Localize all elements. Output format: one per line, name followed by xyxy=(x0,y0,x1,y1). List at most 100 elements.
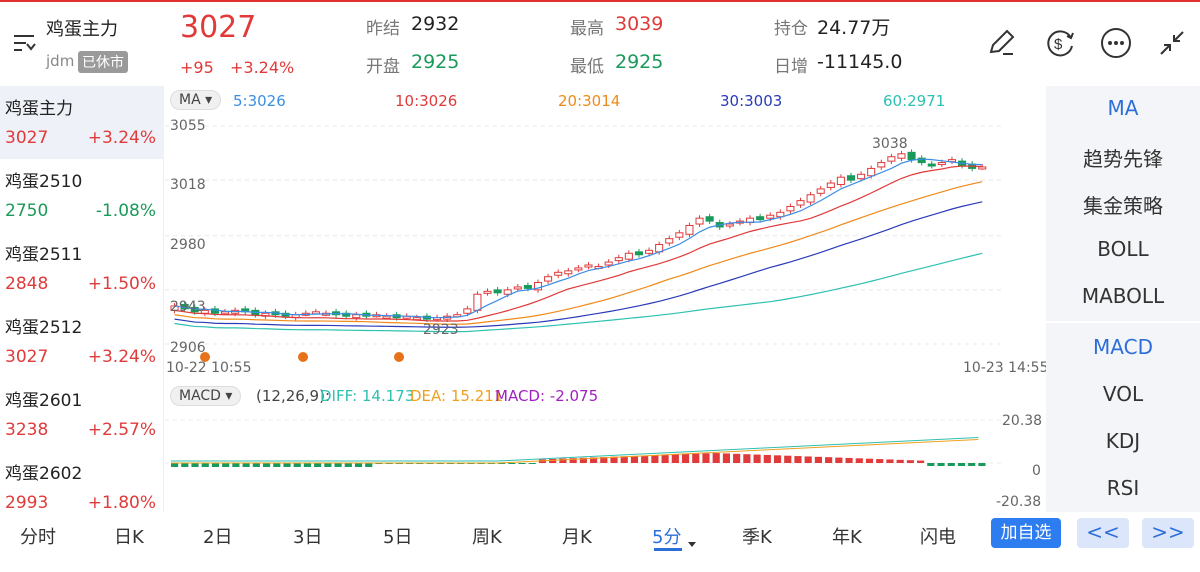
macd-bar xyxy=(590,457,598,463)
candle-body xyxy=(877,162,886,168)
macd-bar xyxy=(303,463,312,467)
macd-bar xyxy=(794,456,802,463)
min-price-label: 2923 xyxy=(423,322,459,338)
macd-y-zero: 0 xyxy=(1032,463,1041,479)
stat-label: 持仓 xyxy=(774,19,808,39)
indicator-vol[interactable]: VOL xyxy=(1102,382,1144,406)
macd-bar xyxy=(569,458,577,463)
event-dot xyxy=(394,352,404,362)
contract-item[interactable]: 鸡蛋2601 3238 +2.57% xyxy=(0,378,164,451)
tab-quarter[interactable]: 季K xyxy=(742,527,772,548)
pencil-icon[interactable] xyxy=(985,26,1019,60)
macd-bar xyxy=(927,463,935,466)
tab-week[interactable]: 周K xyxy=(472,527,502,548)
event-dot xyxy=(200,352,210,362)
macd-bar xyxy=(211,463,220,467)
macd-bar xyxy=(293,463,301,467)
tab-5day[interactable]: 5日 xyxy=(383,527,413,548)
indicator-label: MACD xyxy=(179,388,221,404)
contract-pct: +2.57% xyxy=(87,420,156,440)
y-tick: 3055 xyxy=(170,118,206,134)
more-dots-icon[interactable] xyxy=(1099,26,1133,60)
macd-bar xyxy=(201,463,209,467)
tab-day[interactable]: 日K xyxy=(114,527,144,548)
y-tick: 2943 xyxy=(170,299,206,315)
candlestick-chart[interactable] xyxy=(165,112,1045,374)
macd-bar xyxy=(773,455,782,463)
candle-body xyxy=(897,153,906,159)
menu-icon[interactable] xyxy=(12,32,38,54)
sub-indicator-selector[interactable]: MACD ▾ xyxy=(170,386,242,406)
contract-item[interactable]: 鸡蛋2511 2848 +1.50% xyxy=(0,232,164,305)
macd-bar xyxy=(600,457,608,463)
candle-body xyxy=(846,175,856,181)
tab-flash[interactable]: 闪电 xyxy=(920,527,956,548)
candle-body xyxy=(634,251,644,256)
contract-name: 鸡蛋2602 xyxy=(5,464,83,484)
price-change-pct: +3.24% xyxy=(230,58,295,77)
macd-bar xyxy=(283,463,291,467)
macd-value: MACD: -2.075 xyxy=(495,387,599,405)
indicator-jijin[interactable]: 集金策略 xyxy=(1083,194,1163,218)
indicator-boll[interactable]: BOLL xyxy=(1097,237,1149,261)
contract-item[interactable]: 鸡蛋2510 2750 -1.08% xyxy=(0,159,164,232)
stat-label: 日增 xyxy=(774,57,808,77)
stat-label: 最低 xyxy=(570,57,604,77)
max-price-label: 3038 xyxy=(872,136,908,152)
macd-bar xyxy=(324,463,332,467)
macd-bar xyxy=(763,454,771,463)
macd-bar xyxy=(825,457,833,463)
top-accent-line xyxy=(0,0,1200,2)
indicator-maboll[interactable]: MABOLL xyxy=(1081,284,1165,308)
indicator-trend[interactable]: 趋势先锋 xyxy=(1083,147,1163,171)
macd-bar xyxy=(273,463,281,467)
contract-price: 2848 xyxy=(5,274,49,294)
stat-value: 3039 xyxy=(615,13,664,35)
dollar-cycle-icon[interactable]: $ xyxy=(1043,26,1077,60)
candle-body xyxy=(463,308,472,314)
ma-legend-5: 5:3026 xyxy=(233,92,286,110)
candle-body xyxy=(725,223,734,227)
contract-item[interactable]: 鸡蛋2512 3027 +3.24% xyxy=(0,305,164,378)
prev-button[interactable]: << xyxy=(1077,518,1129,548)
indicator-kdj[interactable]: KDJ xyxy=(1105,429,1141,453)
contract-price: 2993 xyxy=(5,493,49,513)
stat-value: 2925 xyxy=(411,51,460,73)
main-indicator-selector[interactable]: MA ▾ xyxy=(170,90,222,110)
candle-body xyxy=(624,252,633,260)
collapse-arrows-icon[interactable] xyxy=(1155,26,1189,60)
macd-bar xyxy=(835,457,843,463)
tab-3day[interactable]: 3日 xyxy=(293,527,323,548)
tab-year[interactable]: 年K xyxy=(832,527,862,548)
ma-line xyxy=(174,158,983,319)
contract-price: 3027 xyxy=(5,347,49,367)
indicator-ma[interactable]: MA xyxy=(1107,96,1139,120)
candle-body xyxy=(887,156,896,162)
macd-dea: DEA: 15.211 xyxy=(410,387,504,405)
indicator-macd[interactable]: MACD xyxy=(1093,335,1153,359)
tab-5min[interactable]: 5分 xyxy=(652,527,682,548)
macd-bar xyxy=(814,456,822,463)
macd-bar xyxy=(651,455,659,463)
macd-bar xyxy=(968,463,976,466)
candle-body xyxy=(473,293,482,311)
tab-2day[interactable]: 2日 xyxy=(203,527,233,548)
macd-bar xyxy=(252,463,260,467)
macd-bar xyxy=(365,463,373,467)
candle-body xyxy=(544,276,553,282)
tab-month[interactable]: 月K xyxy=(562,527,592,548)
next-button[interactable]: >> xyxy=(1142,518,1194,548)
stat-value: 24.77万 xyxy=(817,17,891,39)
candle-body xyxy=(766,214,775,219)
macd-chart[interactable] xyxy=(165,408,1045,510)
indicator-rsi[interactable]: RSI xyxy=(1106,476,1140,500)
contract-item[interactable]: 鸡蛋2602 2993 +1.80% xyxy=(0,451,164,513)
contract-title[interactable]: 鸡蛋主力 xyxy=(46,19,118,40)
candle-body xyxy=(584,264,593,268)
ma-line xyxy=(174,165,983,322)
contract-item[interactable]: 鸡蛋主力 3027 +3.24% xyxy=(0,86,164,159)
tab-intraday[interactable]: 分时 xyxy=(20,527,56,548)
macd-bar xyxy=(896,459,904,463)
add-watchlist-button[interactable]: 加自选 xyxy=(991,518,1061,548)
macd-bar xyxy=(344,463,352,467)
